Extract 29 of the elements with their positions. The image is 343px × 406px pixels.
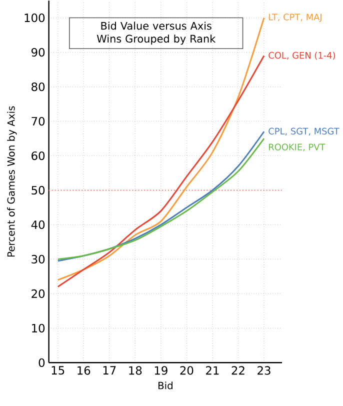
x-tick-label: 18 xyxy=(129,366,142,375)
x-tick-label: 22 xyxy=(232,366,244,375)
series-label: ROOKIE, PVT xyxy=(269,144,326,152)
x-tick-label: 21 xyxy=(206,366,219,375)
line-series xyxy=(57,55,265,288)
series-label: LT, CPT, MAJ xyxy=(269,14,322,22)
y-tick-label: 10 xyxy=(32,324,45,332)
line-series xyxy=(57,17,265,281)
x-tick-label: 17 xyxy=(103,366,116,374)
x-tick-label: 16 xyxy=(78,366,90,375)
y-tick-label: 70 xyxy=(32,116,45,126)
x-tick-label: 15 xyxy=(52,366,64,375)
x-tick-label: 19 xyxy=(155,366,168,375)
y-tick-label: 80 xyxy=(32,82,45,92)
x-tick-label: 23 xyxy=(258,366,270,375)
y-tick-label: 60 xyxy=(32,151,45,160)
y-tick-label: 40 xyxy=(31,220,45,230)
series-label: CPL, SGT, MSGT xyxy=(268,128,340,136)
x-axis-title: Bid xyxy=(158,382,173,390)
y-tick-label: 30 xyxy=(32,254,45,264)
x-tick-label: 20 xyxy=(180,366,194,375)
y-axis-title: Percent of Games Won by Axis xyxy=(7,106,17,257)
y-tick-label: 0 xyxy=(38,358,45,367)
y-tick-label: 20 xyxy=(32,289,45,298)
y-tick-label: 90 xyxy=(32,48,45,57)
y-tick-label: 50 xyxy=(32,186,45,195)
series-label: COL, GEN (1-4) xyxy=(268,52,336,60)
y-tick-label: 100 xyxy=(24,14,45,22)
text: Bid Value versus Axis Wins Grouped by Rank xyxy=(97,22,216,45)
